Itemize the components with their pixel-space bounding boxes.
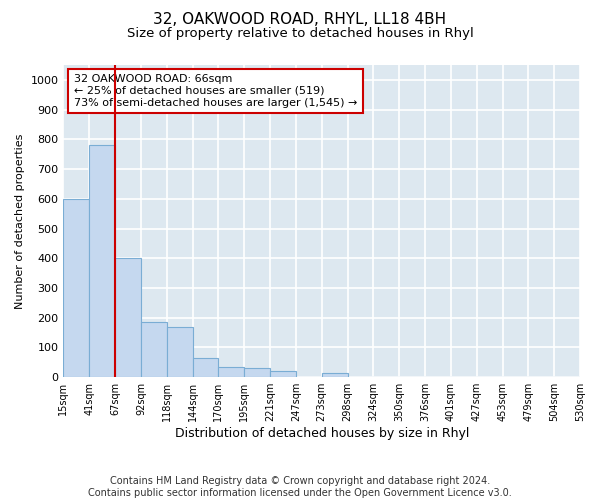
Bar — [115, 258, 141, 377]
Bar — [322, 372, 347, 377]
Bar — [64, 199, 89, 377]
Text: Contains HM Land Registry data © Crown copyright and database right 2024.
Contai: Contains HM Land Registry data © Crown c… — [88, 476, 512, 498]
Bar — [89, 146, 115, 377]
Bar — [244, 368, 270, 377]
Bar — [141, 322, 167, 377]
Text: Size of property relative to detached houses in Rhyl: Size of property relative to detached ho… — [127, 28, 473, 40]
Y-axis label: Number of detached properties: Number of detached properties — [15, 134, 25, 309]
Text: 32, OAKWOOD ROAD, RHYL, LL18 4BH: 32, OAKWOOD ROAD, RHYL, LL18 4BH — [154, 12, 446, 28]
Text: 32 OAKWOOD ROAD: 66sqm
← 25% of detached houses are smaller (519)
73% of semi-de: 32 OAKWOOD ROAD: 66sqm ← 25% of detached… — [74, 74, 357, 108]
X-axis label: Distribution of detached houses by size in Rhyl: Distribution of detached houses by size … — [175, 427, 469, 440]
Bar — [167, 326, 193, 377]
Bar — [270, 372, 296, 377]
Bar — [218, 367, 244, 377]
Bar — [193, 358, 218, 377]
